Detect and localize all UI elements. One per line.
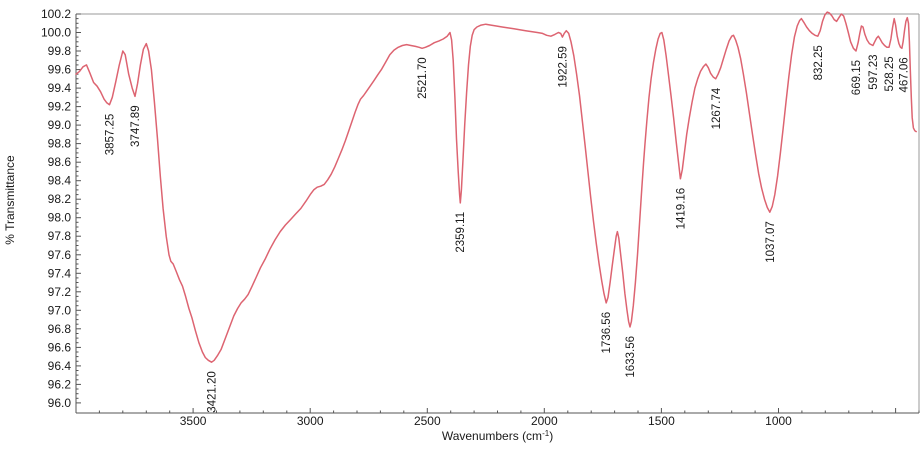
- svg-text:98.6: 98.6: [48, 155, 72, 169]
- x-axis-tick-labels: 3500 3000 2500 2000 1500 1000: [180, 414, 792, 428]
- svg-text:99.4: 99.4: [48, 81, 72, 95]
- peak-label: 2359.11: [455, 212, 467, 253]
- peak-label: 1267.74: [711, 87, 723, 129]
- x-axis-ticks: [75, 408, 920, 413]
- svg-text:99.0: 99.0: [48, 118, 72, 132]
- peak-label: 528.25: [884, 56, 896, 91]
- svg-text:2000: 2000: [531, 414, 558, 428]
- peak-label: 1922.59: [558, 46, 570, 88]
- svg-text:2500: 2500: [414, 414, 441, 428]
- svg-text:98.0: 98.0: [48, 211, 72, 225]
- svg-text:98.2: 98.2: [48, 192, 72, 206]
- x-axis-title: Wavenumbers (cm-1): [442, 429, 553, 443]
- peak-label: 467.06: [898, 57, 910, 92]
- peak-label: 832.25: [813, 45, 825, 80]
- peak-label: 1736.56: [601, 312, 613, 354]
- y-axis-ticks: [76, 13, 81, 404]
- peak-label: 3421.20: [207, 371, 219, 413]
- svg-text:98.4: 98.4: [48, 174, 72, 188]
- peak-label: 1633.56: [625, 336, 637, 378]
- svg-text:1000: 1000: [765, 414, 792, 428]
- y-axis-title: % Transmittance: [3, 155, 17, 245]
- svg-text:3500: 3500: [180, 414, 207, 428]
- peak-label: 669.15: [851, 60, 863, 95]
- svg-text:96.2: 96.2: [48, 377, 72, 391]
- svg-text:100.2: 100.2: [41, 7, 71, 21]
- svg-text:97.2: 97.2: [48, 285, 72, 299]
- peak-labels: 3857.25 3747.89 3421.20 2521.70 2359.11 1922.…: [104, 45, 910, 413]
- y-axis-tick-labels: 96.0 96.2 96.4 96.6 96.8 97.0 97.2 97.4 97.6 97.8…: [41, 7, 71, 410]
- peak-label: 2521.70: [417, 57, 429, 99]
- svg-text:99.2: 99.2: [48, 100, 72, 114]
- svg-text:96.4: 96.4: [48, 359, 72, 373]
- peak-label: 1037.07: [765, 221, 777, 263]
- peak-label: 3747.89: [130, 105, 142, 147]
- peak-label: 3857.25: [104, 114, 116, 156]
- svg-text:97.8: 97.8: [48, 229, 72, 243]
- svg-text:100.0: 100.0: [41, 26, 71, 40]
- svg-text:3000: 3000: [297, 414, 324, 428]
- svg-text:97.0: 97.0: [48, 303, 72, 317]
- svg-text:96.8: 96.8: [48, 322, 72, 336]
- svg-text:96.6: 96.6: [48, 340, 72, 354]
- svg-text:99.8: 99.8: [48, 44, 72, 58]
- spectrum-line: [75, 11, 917, 363]
- svg-text:97.6: 97.6: [48, 248, 72, 262]
- peak-label: 1419.16: [675, 188, 687, 230]
- svg-text:96.0: 96.0: [48, 396, 72, 410]
- svg-text:1500: 1500: [648, 414, 675, 428]
- peak-label: 597.23: [868, 55, 880, 90]
- svg-text:97.4: 97.4: [48, 266, 72, 280]
- svg-text:98.8: 98.8: [48, 137, 72, 151]
- svg-text:99.6: 99.6: [48, 63, 72, 77]
